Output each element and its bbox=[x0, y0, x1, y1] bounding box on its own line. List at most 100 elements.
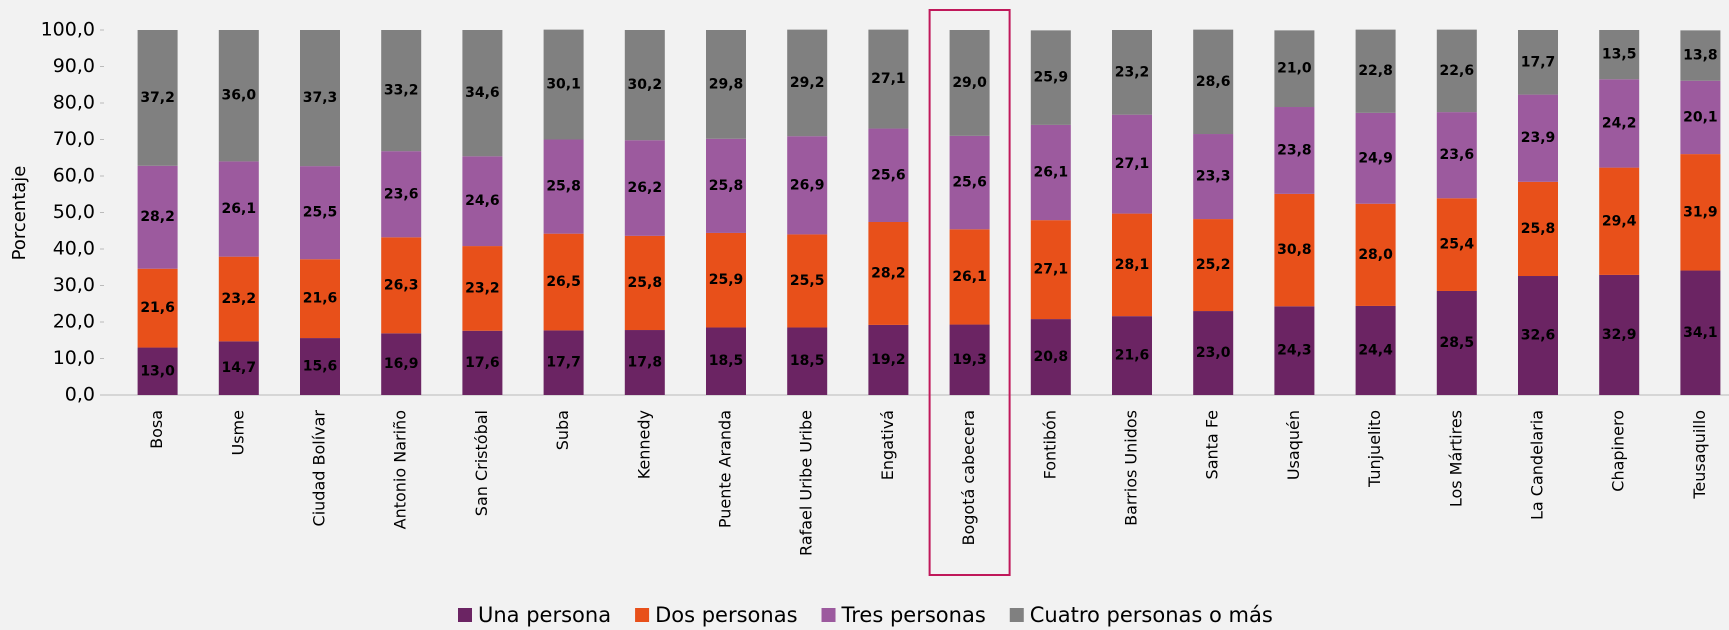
bar-segment bbox=[543, 139, 584, 234]
bar-segment bbox=[706, 327, 746, 395]
bar-segment bbox=[1355, 203, 1396, 306]
value-label: 27,1 bbox=[1034, 262, 1069, 278]
value-label: 26,2 bbox=[628, 180, 663, 196]
bar-segment bbox=[706, 138, 746, 233]
bar-segment bbox=[949, 135, 990, 230]
value-label: 33,2 bbox=[384, 83, 419, 99]
value-label: 32,9 bbox=[1602, 327, 1637, 343]
legend-swatch bbox=[821, 608, 836, 622]
bar-segment bbox=[1518, 181, 1558, 277]
value-label: 14,7 bbox=[222, 360, 257, 376]
value-label: 25,8 bbox=[709, 178, 744, 194]
bar-segment bbox=[949, 324, 990, 395]
value-label: 30,1 bbox=[546, 77, 581, 93]
value-label: 26,1 bbox=[952, 269, 987, 285]
bar-segment bbox=[706, 30, 746, 139]
bar-segment bbox=[868, 221, 909, 325]
value-label: 26,3 bbox=[384, 277, 419, 293]
bar-segment bbox=[218, 256, 259, 342]
value-label: 17,7 bbox=[1521, 54, 1556, 70]
value-label: 28,1 bbox=[1115, 257, 1150, 273]
value-label: 26,1 bbox=[222, 201, 257, 217]
bar-segment bbox=[1599, 167, 1640, 275]
value-label: 18,5 bbox=[790, 353, 825, 369]
bar-segment bbox=[706, 232, 746, 328]
value-label: 20,8 bbox=[1034, 349, 1069, 365]
y-axis-label: Porcentaje bbox=[9, 166, 30, 261]
bar-segment bbox=[1680, 30, 1721, 81]
value-label: 24,9 bbox=[1358, 150, 1393, 166]
bar-segment bbox=[1436, 198, 1477, 291]
bar-segment bbox=[1193, 134, 1234, 220]
value-label: 23,0 bbox=[1196, 345, 1231, 361]
bar-segment bbox=[1680, 154, 1721, 271]
bar-segment bbox=[462, 30, 503, 157]
bar-segment bbox=[543, 233, 584, 331]
value-label: 34,6 bbox=[465, 85, 500, 101]
bar-segment bbox=[1274, 107, 1315, 194]
value-label: 19,3 bbox=[952, 352, 987, 368]
value-label: 23,8 bbox=[1277, 142, 1312, 158]
value-label: 25,8 bbox=[1521, 221, 1556, 237]
x-tick-label: Bogotá cabecera bbox=[959, 410, 978, 546]
bar-segment bbox=[462, 246, 503, 331]
bar-segment bbox=[218, 30, 259, 162]
value-label: 34,1 bbox=[1683, 325, 1718, 341]
bar-segment bbox=[624, 330, 665, 395]
bar-segment bbox=[381, 151, 422, 238]
value-label: 23,6 bbox=[1440, 147, 1475, 163]
value-label: 23,6 bbox=[384, 186, 419, 202]
value-label: 30,8 bbox=[1277, 242, 1312, 258]
x-tick-label: Teusaquillo bbox=[1690, 410, 1709, 500]
value-label: 23,9 bbox=[1521, 130, 1556, 146]
legend-label: Una persona bbox=[478, 603, 611, 627]
bar-segment bbox=[381, 237, 422, 334]
bar-segment bbox=[381, 333, 422, 395]
value-label: 25,6 bbox=[952, 175, 987, 191]
value-label: 17,6 bbox=[465, 355, 500, 371]
bar-segment bbox=[1030, 220, 1071, 320]
value-label: 16,9 bbox=[384, 356, 419, 372]
bar-segment bbox=[787, 29, 828, 137]
value-label: 25,6 bbox=[871, 167, 906, 183]
bar-segment bbox=[868, 29, 909, 129]
value-label: 21,6 bbox=[303, 291, 338, 307]
y-tick-label: 90,0 bbox=[53, 55, 95, 77]
bar-segment bbox=[1680, 80, 1721, 155]
value-label: 28,0 bbox=[1358, 247, 1393, 263]
bar-segment bbox=[300, 30, 340, 167]
y-tick-label: 30,0 bbox=[53, 274, 95, 296]
bar-segment bbox=[1518, 276, 1558, 395]
value-label: 27,1 bbox=[871, 71, 906, 87]
value-label: 25,8 bbox=[628, 275, 663, 291]
bar-segment bbox=[1436, 29, 1477, 113]
x-tick-label: San Cristóbal bbox=[472, 410, 491, 516]
bar-segment bbox=[218, 161, 259, 257]
value-label: 31,9 bbox=[1683, 204, 1718, 220]
value-label: 28,6 bbox=[1196, 74, 1231, 90]
legend-swatch bbox=[1009, 608, 1024, 622]
value-label: 32,6 bbox=[1521, 328, 1556, 344]
x-tick-label: Usme bbox=[228, 410, 247, 455]
value-label: 25,2 bbox=[1196, 257, 1231, 273]
value-label: 13,8 bbox=[1683, 48, 1718, 64]
legend-label: Dos personas bbox=[655, 603, 797, 627]
value-label: 20,1 bbox=[1683, 109, 1718, 125]
y-tick-label: 80,0 bbox=[53, 92, 95, 114]
legend-label: Cuatro personas o más bbox=[1030, 603, 1273, 627]
value-label: 25,8 bbox=[546, 179, 581, 195]
legend-swatch bbox=[458, 608, 472, 622]
y-tick-label: 40,0 bbox=[53, 238, 95, 260]
bar-segment bbox=[1112, 30, 1152, 115]
bar-segment bbox=[300, 259, 340, 339]
value-label: 37,3 bbox=[303, 90, 338, 106]
value-label: 27,1 bbox=[1115, 156, 1150, 172]
bar-segment bbox=[1193, 311, 1234, 395]
bar-segment bbox=[1193, 29, 1234, 135]
value-label: 21,6 bbox=[1115, 348, 1150, 364]
value-label: 28,5 bbox=[1440, 335, 1475, 351]
x-tick-label: Rafael Uribe Uribe bbox=[797, 410, 816, 556]
y-tick-label: 20,0 bbox=[53, 311, 95, 333]
x-tick-label: Antonio Nariño bbox=[391, 410, 410, 529]
